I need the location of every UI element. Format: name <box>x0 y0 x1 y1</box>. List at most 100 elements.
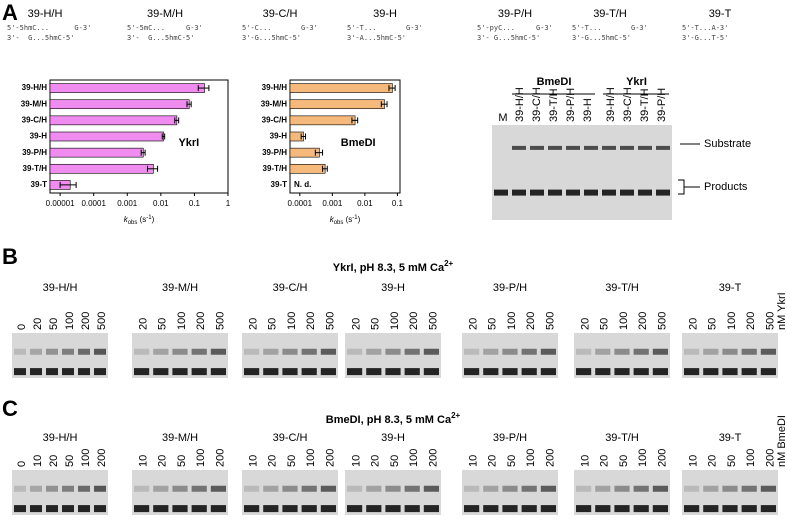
bar <box>289 163 326 174</box>
gel-band <box>502 505 518 513</box>
gel-band <box>566 189 580 196</box>
gel-band <box>540 348 556 355</box>
gel-band <box>614 505 630 513</box>
gel-band <box>210 348 226 355</box>
gel-band <box>172 348 188 355</box>
lane-label: 39-C/H <box>531 87 543 122</box>
gel-band <box>595 368 611 376</box>
error-bar <box>140 149 146 156</box>
concentration-label: 200 <box>427 449 439 467</box>
gel-name: 39-P/H <box>493 282 527 294</box>
concentration-label: 10 <box>688 455 700 467</box>
gel-band <box>153 485 169 492</box>
gel-name: 39-H <box>381 282 405 294</box>
x-label-part: -1 <box>352 215 358 221</box>
x-axis-label: kobs (s-1) <box>124 215 155 226</box>
gel-band <box>347 505 363 513</box>
bar <box>49 147 144 158</box>
gel-band <box>530 189 544 196</box>
gel-band <box>244 368 260 376</box>
gel-name: 39-T <box>719 432 742 444</box>
lane-label: 39-H/H <box>605 87 617 122</box>
gel-band <box>320 348 336 355</box>
gel-band <box>521 485 537 492</box>
x-label-part: obs <box>128 220 138 226</box>
concentration-label: 100 <box>506 312 518 330</box>
sequence-top: 5'-T... G-3' <box>347 24 423 32</box>
gel-band <box>633 505 649 513</box>
concentration-label: 50 <box>370 318 382 330</box>
lane-label: 39-T/H <box>639 88 651 122</box>
x-label-part: k <box>124 215 129 224</box>
gel-band <box>14 505 26 513</box>
concentration-label: 500 <box>544 312 556 330</box>
gel-band <box>741 505 757 513</box>
gel-image <box>492 125 672 220</box>
concentration-label: 20 <box>487 455 499 467</box>
gel-band <box>385 485 401 492</box>
gel-band <box>760 505 776 513</box>
unit-label: nM YkrI <box>776 292 787 330</box>
gel-band <box>301 348 317 355</box>
category-label: 39-T/H <box>23 164 48 173</box>
concentration-label: 10 <box>468 455 480 467</box>
concentration-label: 50 <box>618 455 630 467</box>
gel-band <box>94 485 106 492</box>
concentration-label: 50 <box>157 318 169 330</box>
gel-band <box>741 348 757 355</box>
x-tick-label: 0.1 <box>189 199 201 208</box>
gel-band <box>423 348 439 355</box>
gel-band <box>282 505 298 513</box>
concentration-label: 20 <box>32 318 44 330</box>
substrate-label: Substrate <box>704 138 751 150</box>
concentration-label: 10 <box>580 455 592 467</box>
gel-band <box>320 368 336 376</box>
concentration-label: 200 <box>745 312 757 330</box>
concentration-label: 200 <box>525 312 537 330</box>
gel-band <box>584 189 598 196</box>
bar <box>289 115 356 126</box>
group-label: YkrI <box>626 76 647 88</box>
category-label: 39-H <box>30 132 48 141</box>
concentration-label: 20 <box>580 318 592 330</box>
gel-band <box>14 348 26 355</box>
gel-band <box>595 348 611 355</box>
gel-band <box>244 348 260 355</box>
gel-band <box>638 145 652 150</box>
sequence-top: 5'-pyC... G-3' <box>477 24 553 32</box>
gel-band <box>652 348 668 355</box>
concentration-label: 20 <box>707 455 719 467</box>
gel-band <box>576 348 592 355</box>
title-sup: 2+ <box>451 411 460 420</box>
construct-name: 39-P/H <box>498 8 532 20</box>
concentration-label: 20 <box>157 455 169 467</box>
concentration-label: 500 <box>427 312 439 330</box>
sequence-top: 5'-5mC... G-3' <box>127 24 203 32</box>
bar <box>49 115 178 126</box>
concentration-label: 10 <box>351 455 363 467</box>
x-label-part: (s <box>343 215 352 224</box>
gel-image <box>12 333 108 378</box>
concentration-label: 50 <box>64 455 76 467</box>
concentration-label: 0 <box>16 324 28 330</box>
lane-label: 39-H <box>582 98 594 122</box>
gel-band <box>760 485 776 492</box>
gel-band <box>134 505 150 513</box>
gel-band <box>464 368 480 376</box>
sequence-top: 5'-T...A-3' <box>682 24 728 32</box>
gel-band <box>684 348 700 355</box>
gel-band <box>172 505 188 513</box>
concentration-label: 50 <box>599 318 611 330</box>
gel-band <box>464 485 480 492</box>
gel-band <box>385 368 401 376</box>
x-tick-label: 0.1 <box>392 199 404 208</box>
gel-band <box>614 368 630 376</box>
gel-band <box>760 368 776 376</box>
panel-title: YkrI, pH 8.3, 5 mM Ca2+ <box>333 259 454 274</box>
concentration-label: 200 <box>80 312 92 330</box>
gel-band <box>46 368 58 376</box>
sequence-bottom: 3'- G...5hmC-5' <box>7 34 74 42</box>
gel-band <box>483 485 499 492</box>
gel-band <box>521 368 537 376</box>
sequence-top: 5'-T... G-3' <box>572 24 648 32</box>
